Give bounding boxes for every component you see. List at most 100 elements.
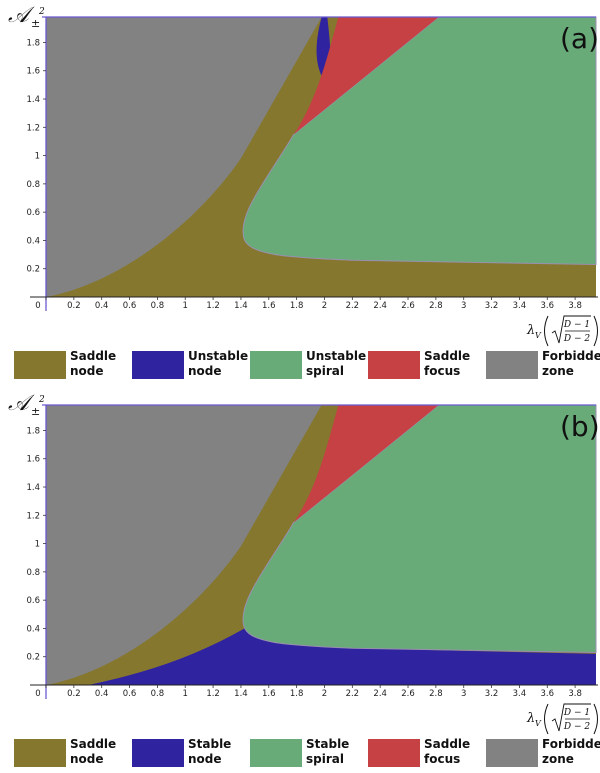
y-tick-label: 1.4 (26, 483, 40, 493)
x-axis-label-paren-left (544, 315, 549, 347)
x-tick-label: 0.6 (123, 301, 137, 311)
x-axis-label-paren-right (593, 703, 598, 735)
chart-panel-b: 0 0.2 0.4 0.6 0.8 1 1.2 1.4 1.6 1.8 2 2.2 2.4 2.6 2.8 3… (8, 391, 600, 735)
x-tick-label: 2 (322, 689, 327, 699)
y-axis-subscript: ± (31, 405, 40, 418)
x-tick-label: 3 (461, 689, 466, 699)
y-tick-label: 1.2 (26, 123, 40, 133)
x-tick-label: 3.2 (485, 301, 499, 311)
x-tick-label: 2.4 (373, 301, 387, 311)
x-axis-label-den: D − 2 (563, 334, 590, 344)
x-tick-label: 1.8 (290, 689, 304, 699)
x-tick-label: 3.4 (513, 689, 527, 699)
region-forbidden-zone (46, 405, 322, 685)
x-tick-label: 2.8 (429, 689, 443, 699)
y-tick-label: 0.8 (26, 180, 40, 190)
legend-label: Unstable node (188, 349, 249, 378)
x-tick-label: 0.8 (151, 689, 165, 699)
panel-label: (b) (560, 410, 600, 443)
x-tick-label: 1.4 (234, 689, 248, 699)
y-tick-label: 1 (35, 540, 40, 550)
x-tick-label: 1.4 (234, 301, 248, 311)
y-axis-subscript: ± (31, 17, 40, 30)
x-tick-label: 3.8 (568, 301, 582, 311)
legend-panel-b: Saddle node Stable node Stable spiral Saddl… (14, 737, 600, 771)
legend-swatch (14, 739, 66, 767)
y-axis-superscript: 2 (38, 7, 45, 17)
x-tick-label: 0.4 (95, 689, 109, 699)
x-tick-label: 0 (35, 301, 40, 311)
x-axis-label-num: D − 1 (563, 320, 590, 330)
x-tick-label: 3.4 (513, 301, 527, 311)
x-tick-label: 1 (183, 301, 188, 311)
legend-swatch (132, 739, 184, 767)
legend-swatch (250, 739, 302, 767)
x-axis-label-sub: V (535, 719, 542, 728)
region-saddle-focus (293, 405, 439, 523)
x-tick-label: 1 (183, 689, 188, 699)
x-tick-label: 1.6 (262, 689, 276, 699)
legend-swatch (14, 351, 66, 379)
x-tick-label: 2.6 (401, 689, 415, 699)
x-axis-label-den: D − 2 (563, 722, 590, 732)
y-tick-label: 1.6 (26, 67, 40, 77)
x-axis-label-lambda: λ (526, 323, 535, 338)
legend-label: Forbidden zone (542, 737, 600, 766)
x-tick-label: 3.6 (541, 301, 555, 311)
x-tick-label: 0.8 (151, 301, 165, 311)
x-tick-label: 0.2 (67, 301, 81, 311)
x-tick-label: 3.2 (485, 689, 499, 699)
chart-panel-a: 0 0.2 0.4 0.6 0.8 1 1.2 1.4 1.6 1.8 2 2.2 2.4 2.6 2.8 3… (8, 3, 599, 347)
legend-label: Saddle node (70, 349, 117, 378)
y-tick-label: 0.2 (26, 265, 40, 275)
y-tick-label: 1.4 (26, 95, 40, 105)
y-tick-label: 1.2 (26, 511, 40, 521)
legend-swatch (486, 351, 538, 379)
y-tick-label: 0.6 (26, 596, 40, 606)
x-tick-label: 3.8 (568, 689, 582, 699)
x-tick-label: 0.4 (95, 301, 109, 311)
legend-swatch (250, 351, 302, 379)
x-tick-label: 0.2 (67, 689, 81, 699)
legend-label: Stable node (188, 737, 232, 766)
y-axis-superscript: 2 (38, 395, 45, 405)
panel-label: (a) (560, 22, 599, 55)
x-tick-label: 3.6 (541, 689, 555, 699)
legend-swatch (486, 739, 538, 767)
x-axis-label-sqrt (551, 703, 591, 732)
legend-label: Forbidden zone (542, 349, 600, 378)
legend-label: Unstable spiral (306, 349, 367, 378)
y-tick-label: 1.8 (26, 426, 40, 436)
legend-panel-a: Saddle node Unstable node Unstable spiral S… (14, 349, 600, 383)
x-tick-label: 2.6 (401, 301, 415, 311)
x-tick-label: 1.6 (262, 301, 276, 311)
region-stable-node (87, 571, 597, 685)
legend-swatch (368, 739, 420, 767)
legend-label: Saddle focus (424, 349, 471, 378)
y-tick-label: 1 (35, 152, 40, 162)
x-tick-label: 1.2 (206, 301, 220, 311)
x-axis-label-sqrt (551, 315, 591, 344)
x-tick-label: 0 (35, 689, 40, 699)
y-tick-label: 1.6 (26, 455, 40, 465)
y-tick-label: 1.8 (26, 38, 40, 48)
y-tick-label: 0.4 (26, 236, 40, 246)
x-tick-label: 1.2 (206, 689, 220, 699)
x-tick-label: 2.2 (346, 689, 360, 699)
x-axis-label-lambda: λ (526, 711, 535, 726)
x-axis-label-sub: V (535, 331, 542, 340)
x-tick-label: 2.8 (429, 301, 443, 311)
x-tick-label: 3 (461, 301, 466, 311)
x-tick-label: 2.4 (373, 689, 387, 699)
legend-label: Saddle node (70, 737, 117, 766)
x-tick-label: 2.2 (346, 301, 360, 311)
y-tick-label: 0.4 (26, 624, 40, 634)
legend-swatch (368, 351, 420, 379)
legend-label: Stable spiral (306, 737, 350, 766)
x-tick-label: 0.6 (123, 689, 137, 699)
x-tick-label: 2 (322, 301, 327, 311)
x-axis-label-paren-right (593, 315, 598, 347)
region-forbidden-zone (46, 17, 322, 297)
y-tick-label: 0.2 (26, 653, 40, 663)
y-tick-label: 0.6 (26, 208, 40, 218)
